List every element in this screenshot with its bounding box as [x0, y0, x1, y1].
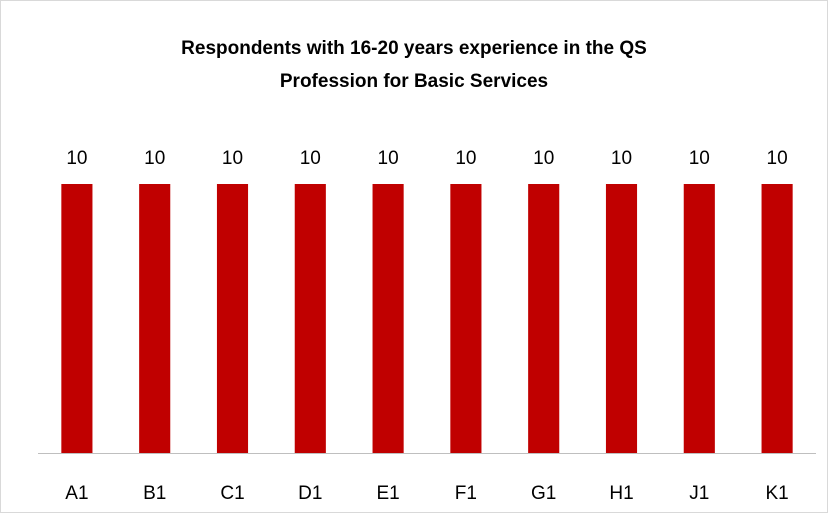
x-tick-label: C1: [220, 483, 244, 504]
bar: [605, 184, 638, 453]
x-tick-label: F1: [455, 483, 477, 504]
x-tick-label: E1: [376, 483, 399, 504]
chart-title: Respondents with 16-20 years experience …: [181, 38, 647, 92]
bar: [761, 184, 793, 453]
bar: [528, 184, 560, 453]
x-tick-label: D1: [298, 483, 322, 504]
value-label: 10: [455, 148, 476, 169]
value-label: 10: [144, 148, 165, 169]
bar: [683, 184, 715, 453]
value-label: 10: [378, 148, 399, 169]
x-tick-label: G1: [531, 483, 556, 504]
value-label: 10: [300, 148, 321, 169]
value-label: 10: [611, 148, 632, 169]
bar: [372, 184, 404, 453]
value-label: 10: [689, 148, 710, 169]
x-tick-label: J1: [689, 483, 709, 504]
value-label: 10: [222, 148, 243, 169]
bar: [139, 184, 171, 453]
bar: [61, 184, 93, 453]
bar: [450, 184, 482, 453]
x-tick-label: H1: [609, 483, 633, 504]
bar: [294, 184, 326, 453]
x-tick-label: A1: [65, 483, 88, 504]
bar: [216, 184, 249, 453]
value-label: 10: [66, 148, 87, 169]
x-tick-label: K1: [765, 483, 788, 504]
value-label: 10: [767, 148, 788, 169]
value-label: 10: [533, 148, 554, 169]
x-tick-label: B1: [143, 483, 166, 504]
